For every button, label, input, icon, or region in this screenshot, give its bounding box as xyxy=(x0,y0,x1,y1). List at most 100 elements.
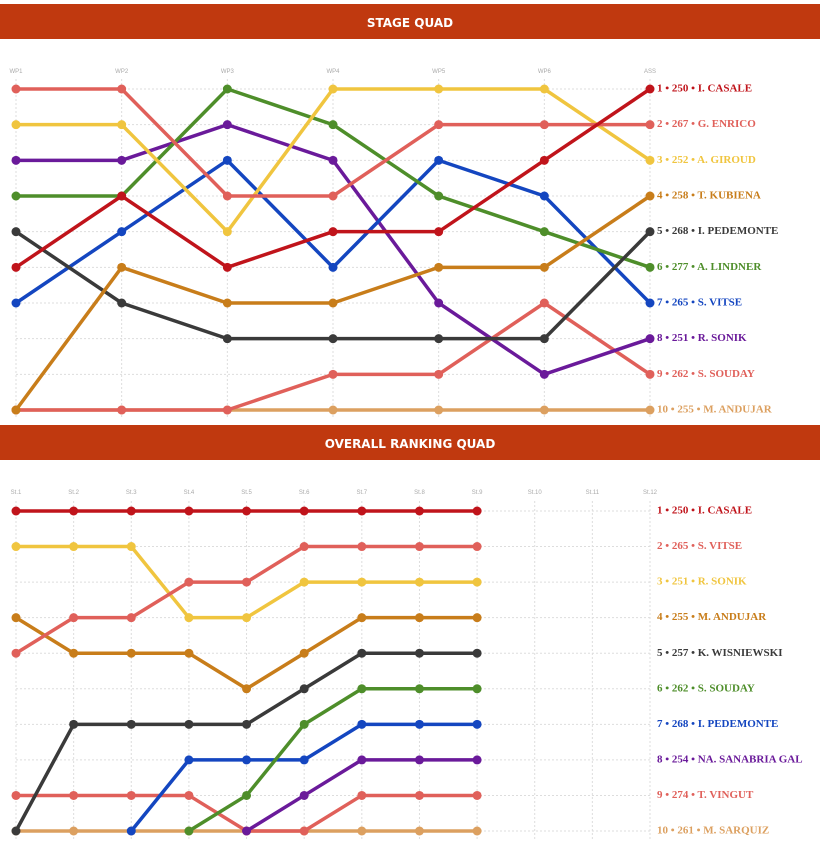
point xyxy=(645,405,655,415)
x-tick-label: St.4 xyxy=(184,490,195,496)
point xyxy=(328,334,338,344)
x-tick-label: St.10 xyxy=(528,490,543,496)
x-tick-label: St.5 xyxy=(241,490,252,496)
point xyxy=(472,506,482,516)
point xyxy=(645,369,655,379)
point xyxy=(11,84,21,94)
point xyxy=(117,405,127,415)
point xyxy=(299,577,309,587)
point xyxy=(434,84,444,94)
legend-label: 4 • 258 • T. KUBIENA xyxy=(657,190,761,202)
legend-label: 10 • 255 • M. ANDUJAR xyxy=(657,404,773,416)
point xyxy=(69,648,79,658)
point xyxy=(357,542,367,552)
point xyxy=(184,506,194,516)
point xyxy=(472,719,482,729)
point xyxy=(11,826,21,836)
point xyxy=(11,155,21,165)
point xyxy=(184,719,194,729)
point xyxy=(222,262,232,272)
point xyxy=(126,542,136,552)
point xyxy=(645,84,655,94)
point xyxy=(69,790,79,800)
point xyxy=(184,613,194,623)
point xyxy=(242,826,252,836)
point xyxy=(414,648,424,658)
point xyxy=(184,755,194,765)
point xyxy=(645,120,655,130)
point xyxy=(11,120,21,130)
point xyxy=(414,506,424,516)
point xyxy=(299,684,309,694)
point xyxy=(328,84,338,94)
point xyxy=(11,298,21,308)
point xyxy=(357,826,367,836)
point xyxy=(434,298,444,308)
point xyxy=(414,755,424,765)
point xyxy=(539,155,549,165)
point xyxy=(472,826,482,836)
legend-label: 7 • 265 • S. VITSE xyxy=(657,297,742,309)
point xyxy=(242,506,252,516)
x-tick-label: WP6 xyxy=(538,69,552,75)
legend-label: 2 • 265 • S. VITSE xyxy=(657,540,742,552)
point xyxy=(328,155,338,165)
point xyxy=(357,613,367,623)
point xyxy=(357,506,367,516)
x-tick-label: St.7 xyxy=(356,490,367,496)
legend-label: 10 • 261 • M. SARQUIZ xyxy=(657,825,769,837)
point xyxy=(539,191,549,201)
point xyxy=(242,577,252,587)
point xyxy=(222,334,232,344)
x-tick-label: ASS xyxy=(644,69,656,75)
legend-label: 7 • 268 • I. PEDEMONTE xyxy=(657,718,778,730)
point xyxy=(299,790,309,800)
point xyxy=(69,613,79,623)
point xyxy=(184,648,194,658)
point xyxy=(434,405,444,415)
legend-label: 1 • 250 • I. CASALE xyxy=(657,83,752,95)
point xyxy=(299,648,309,658)
point xyxy=(184,577,194,587)
point xyxy=(414,542,424,552)
point xyxy=(328,262,338,272)
point xyxy=(472,613,482,623)
legend-label: 2 • 267 • G. ENRICO xyxy=(657,118,756,130)
point xyxy=(69,826,79,836)
point xyxy=(11,262,21,272)
x-tick-label: St.1 xyxy=(11,490,22,496)
x-tick-label: St.8 xyxy=(414,490,425,496)
x-tick-label: St.9 xyxy=(472,490,483,496)
x-tick-label: WP4 xyxy=(326,69,340,75)
point xyxy=(645,191,655,201)
point xyxy=(11,613,21,623)
point xyxy=(117,191,127,201)
point xyxy=(299,719,309,729)
legend-label: 8 • 251 • R. SONIK xyxy=(657,332,747,344)
chart-title: STAGE QUAD xyxy=(367,16,453,30)
point xyxy=(69,542,79,552)
point xyxy=(11,506,21,516)
point xyxy=(69,506,79,516)
point xyxy=(242,790,252,800)
point xyxy=(414,577,424,587)
point xyxy=(117,84,127,94)
point xyxy=(222,84,232,94)
legend-label: 6 • 262 • S. SOUDAY xyxy=(657,682,755,694)
header-bar xyxy=(0,425,820,460)
point xyxy=(126,506,136,516)
point xyxy=(117,262,127,272)
point xyxy=(434,120,444,130)
legend-label: 9 • 274 • T. VINGUT xyxy=(657,789,754,801)
point xyxy=(299,755,309,765)
point xyxy=(434,334,444,344)
point xyxy=(539,334,549,344)
point xyxy=(434,369,444,379)
point xyxy=(328,120,338,130)
point xyxy=(434,191,444,201)
point xyxy=(357,577,367,587)
point xyxy=(357,648,367,658)
point xyxy=(645,227,655,237)
point xyxy=(242,613,252,623)
